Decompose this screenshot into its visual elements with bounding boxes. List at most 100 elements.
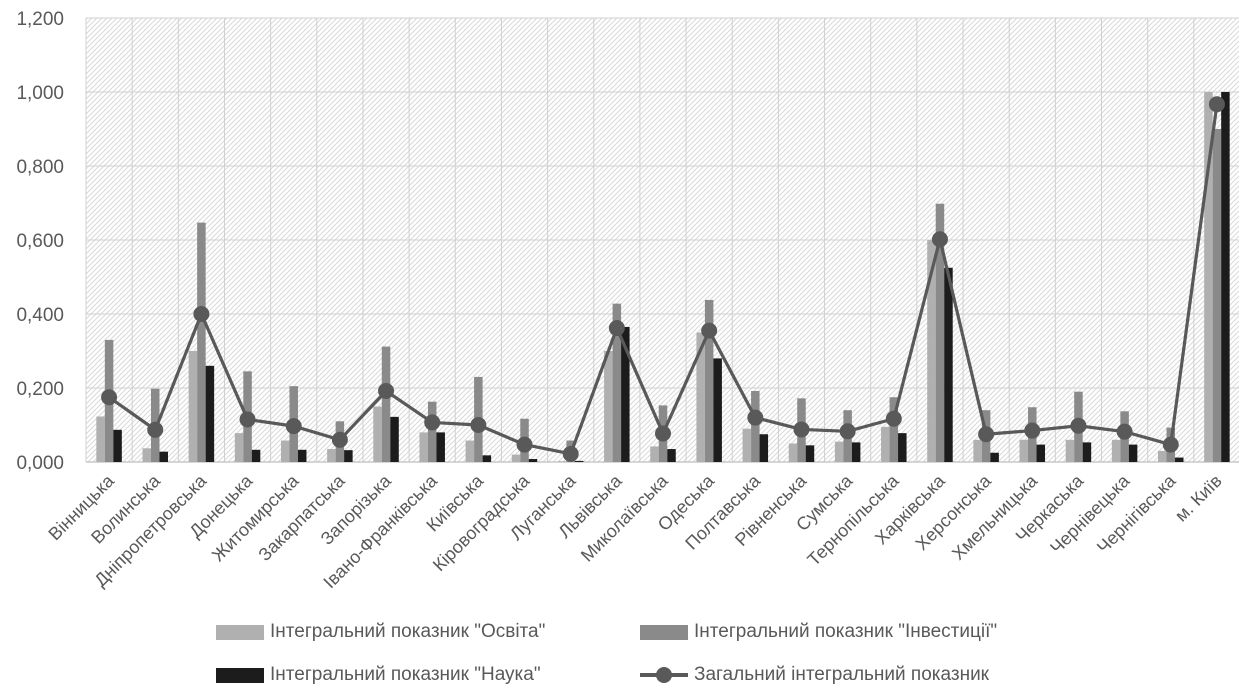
total-point <box>793 421 810 438</box>
bar-series-0 <box>188 351 198 462</box>
bar-series-2 <box>713 358 722 462</box>
total-point <box>516 436 533 453</box>
bar-series-2 <box>667 449 676 462</box>
x-axis: ВінницькаВолинськаДніпропетровськаДонець… <box>44 470 1225 592</box>
bar-series-1 <box>612 303 622 462</box>
legend-row-2: Інтегральний показник "Наука" Загальний … <box>0 660 1239 690</box>
bar-series-0 <box>327 449 336 462</box>
legend-swatch-science <box>216 667 264 683</box>
bar-series-1 <box>704 299 714 462</box>
bar-series-2 <box>759 434 769 462</box>
bar-series-0 <box>696 332 705 462</box>
bar-series-0 <box>1158 450 1167 462</box>
legend-item-total: Загальний інтегральний показник <box>640 660 989 690</box>
total-point <box>147 421 164 438</box>
bar-series-0 <box>788 443 798 462</box>
total-point <box>1024 422 1041 439</box>
total-point <box>470 417 487 433</box>
y-tick-label: 0,400 <box>16 305 64 326</box>
total-point <box>424 414 441 431</box>
legend-label-investment: Інтегральний показник "Інвестиції" <box>694 621 998 642</box>
total-point <box>885 410 902 427</box>
gridlines <box>85 17 1239 463</box>
bar-series-0 <box>511 454 521 462</box>
bar-series-2 <box>621 326 630 462</box>
bar-series-2 <box>805 445 815 462</box>
legend-swatch-education <box>216 624 264 640</box>
bar-series-1 <box>197 222 206 462</box>
total-point <box>1116 423 1133 440</box>
x-category-label: м. Київ <box>1171 471 1226 526</box>
bar-series-2 <box>436 432 445 462</box>
bar-series-1 <box>889 397 899 462</box>
bar-series-2 <box>990 452 999 462</box>
legend-item-science: Інтегральний показник "Наука" <box>216 660 541 690</box>
y-tick-label: 0,600 <box>16 231 64 252</box>
bar-series-2 <box>851 442 861 462</box>
bar-series-0 <box>373 406 382 462</box>
bar-series-2 <box>898 433 907 462</box>
bar-series-0 <box>1204 92 1213 462</box>
total-point <box>655 425 671 442</box>
bar-series-2 <box>528 459 538 462</box>
bar-series-0 <box>1111 439 1121 462</box>
bar-series-1 <box>751 390 760 462</box>
bar-series-0 <box>280 440 290 462</box>
legend-item-education: Інтегральний показник "Освіта" <box>216 617 545 647</box>
bar-series-0 <box>927 240 936 462</box>
bar-series-0 <box>834 441 844 462</box>
total-point <box>193 306 210 322</box>
total-point <box>239 411 256 428</box>
bar-series-1 <box>935 203 945 463</box>
bar-series-2 <box>297 449 307 462</box>
bar-series-2 <box>1175 457 1184 462</box>
legend-label-education: Інтегральний показник "Освіта" <box>270 621 546 642</box>
y-axis: 0,000 0,200 0,400 0,600 0,800 1,000 1,200 <box>16 9 64 474</box>
total-point <box>1162 436 1179 453</box>
chart: 0,000 0,200 0,400 0,600 0,800 1,000 1,200 Вінн… <box>16 9 1239 592</box>
bar-series-2 <box>159 451 168 462</box>
bar-series-2 <box>482 455 492 462</box>
bar-series-1 <box>381 346 391 462</box>
bar-series-2 <box>390 416 399 462</box>
y-tick-label: 0,200 <box>16 379 64 400</box>
bar-series-2 <box>1221 92 1230 462</box>
total-point <box>101 389 118 406</box>
y-tick-label: 0,000 <box>16 453 64 474</box>
bar-series-2 <box>205 365 215 462</box>
total-point <box>839 423 856 440</box>
bar-series-2 <box>944 267 953 462</box>
bar-series-1 <box>427 401 437 462</box>
total-point <box>562 445 579 462</box>
y-tick-label: 1,000 <box>16 83 64 104</box>
bar-series-0 <box>973 439 982 462</box>
bar-series-2 <box>344 450 353 462</box>
legend-swatch-investment <box>640 624 688 640</box>
total-point <box>931 231 948 248</box>
legend-item-investment: Інтегральний показник "Інвестиції" <box>640 617 997 647</box>
total-point <box>285 418 302 435</box>
bar-series-2 <box>1128 444 1138 462</box>
bar-series-0 <box>742 428 752 462</box>
y-tick-label: 0,800 <box>16 157 64 178</box>
bar-series-2 <box>251 449 261 462</box>
legend-swatch-total <box>640 665 688 685</box>
bar-series-0 <box>650 446 659 462</box>
bar-series-0 <box>419 432 428 462</box>
bar-series-0 <box>465 440 475 462</box>
legend-label-total: Загальний інтегральний показник <box>694 664 989 685</box>
total-point <box>1070 417 1087 434</box>
legend-row-1: Інтегральний показник "Освіта" Інтеграль… <box>0 617 1239 647</box>
total-point <box>378 382 395 399</box>
bar-series-0 <box>881 426 890 462</box>
bar-series-0 <box>96 416 105 462</box>
bar-series-2 <box>1082 442 1092 462</box>
bar-series-1 <box>1212 129 1222 462</box>
total-point <box>978 426 995 443</box>
total-point <box>608 320 625 337</box>
total-point <box>701 322 718 339</box>
total-line <box>101 96 1225 462</box>
legend-label-science: Інтегральний показник "Наука" <box>270 664 541 685</box>
bar-series-2 <box>113 429 122 462</box>
total-point <box>1208 96 1225 113</box>
